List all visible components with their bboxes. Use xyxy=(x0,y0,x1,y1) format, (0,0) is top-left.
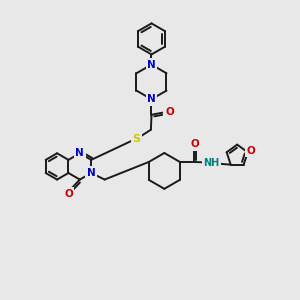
Text: O: O xyxy=(247,146,256,156)
Text: N: N xyxy=(87,168,96,178)
Text: N: N xyxy=(147,60,156,70)
Text: S: S xyxy=(133,134,141,144)
Text: O: O xyxy=(190,139,199,149)
Text: O: O xyxy=(165,107,174,117)
Text: O: O xyxy=(64,189,73,199)
Text: N: N xyxy=(147,94,156,104)
Text: N: N xyxy=(76,148,84,158)
Text: NH: NH xyxy=(203,158,220,167)
